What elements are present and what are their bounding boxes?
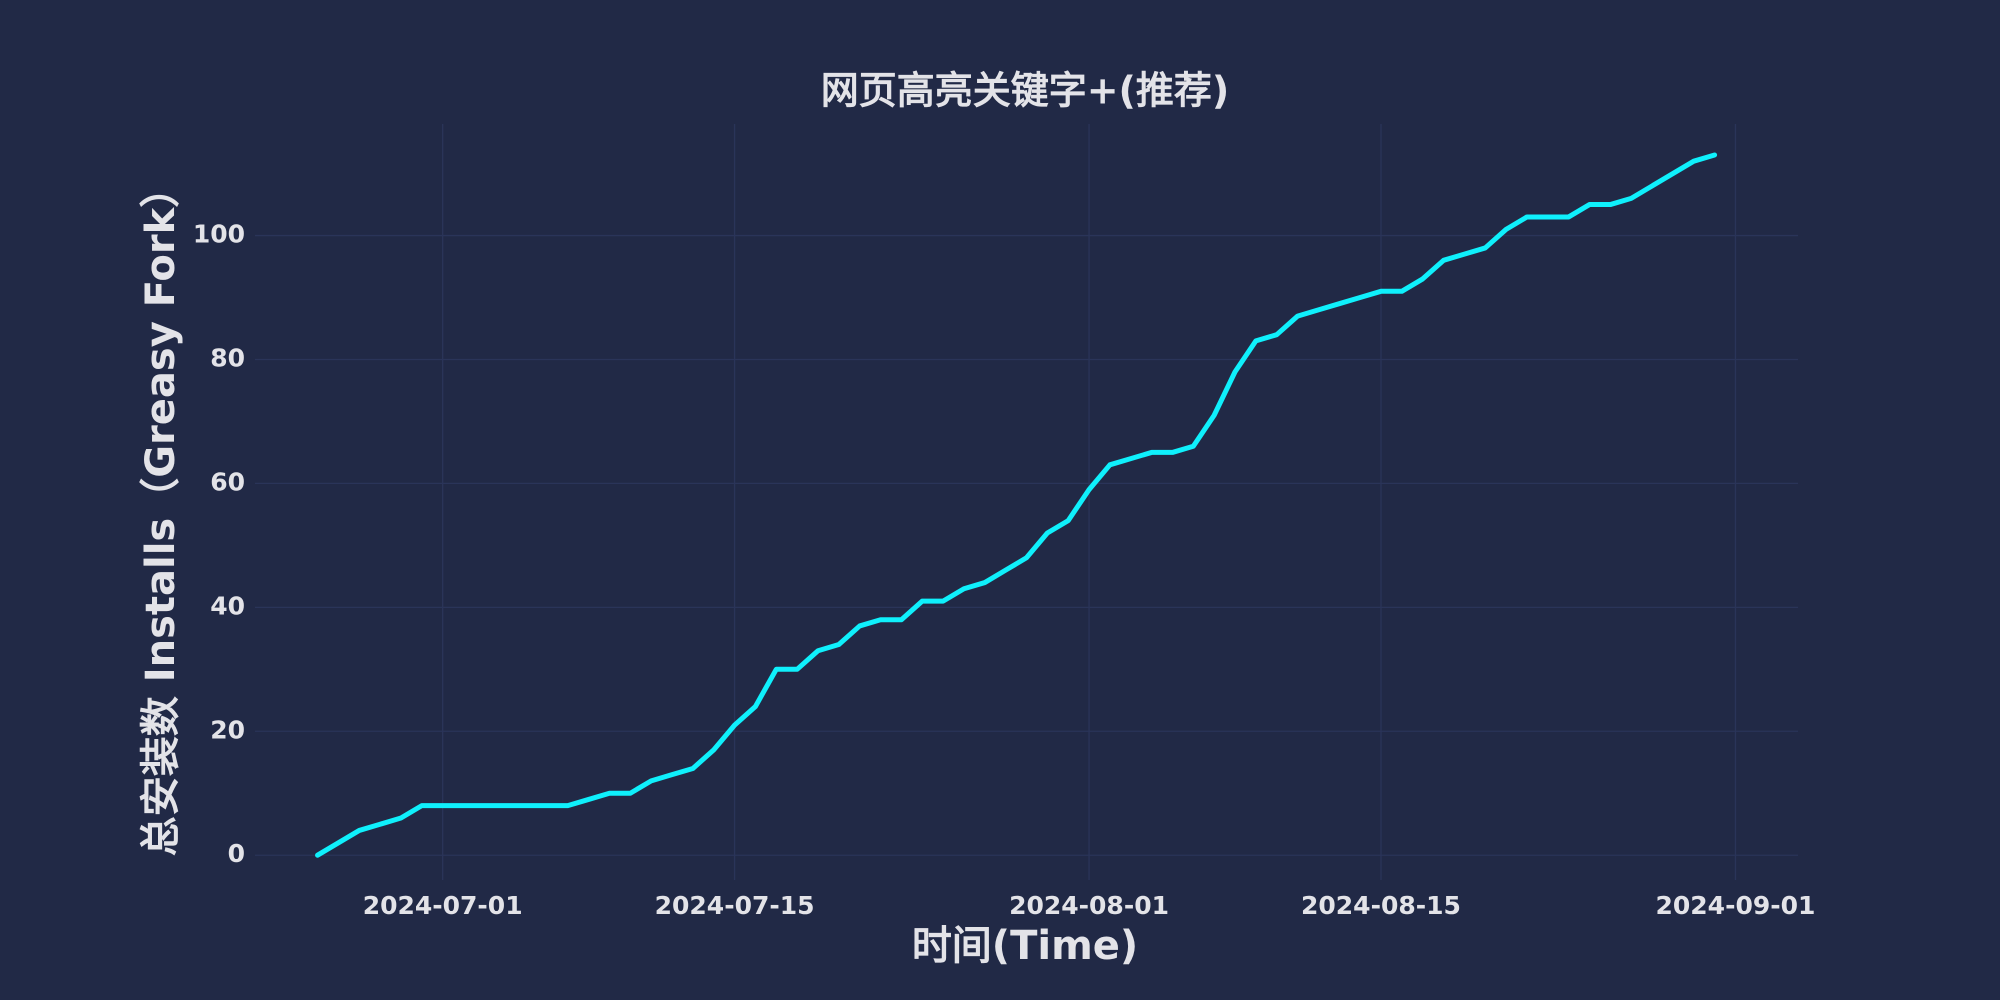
y-tick-label: 60 [210,467,245,496]
y-axis-label: 总安装数 Installs（Greasy Fork） [138,168,184,856]
x-tick-label: 2024-09-01 [1655,891,1815,920]
x-axis-label: 时间(Time) [912,923,1138,969]
x-tick-label: 2024-08-01 [1009,891,1169,920]
x-tick-label: 2024-07-15 [655,891,815,920]
y-tick-label: 0 [228,839,245,868]
y-tick-label: 40 [210,591,245,620]
y-tick-label: 80 [210,343,245,372]
data-line [315,152,1718,858]
grid [255,124,1798,880]
chart-title: 网页高亮关键字+(推荐) [821,69,1230,113]
x-tick-label: 2024-07-01 [363,891,523,920]
y-tick-label: 100 [193,220,245,249]
x-tick-label: 2024-08-15 [1301,891,1461,920]
y-tick-label: 20 [210,715,245,744]
